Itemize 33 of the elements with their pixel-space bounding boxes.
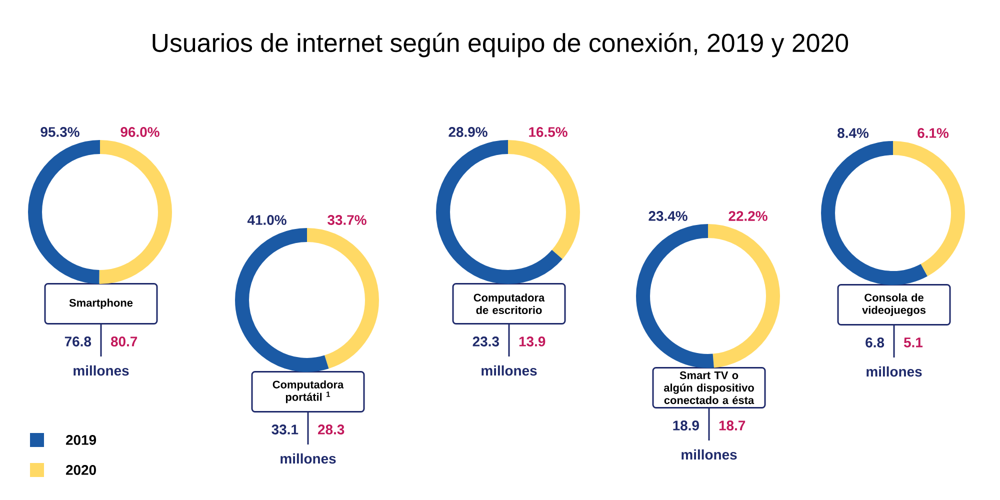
category-label: Smartphone (69, 298, 133, 309)
data-label: 16.5% (529, 127, 568, 137)
data-label: 28.9% (448, 127, 488, 137)
data-label: 33.1 (272, 424, 298, 434)
data-label: 8.4% (838, 128, 869, 138)
text: millones (866, 366, 922, 377)
data-label: 6.8 (866, 338, 884, 348)
text: millones (280, 453, 336, 464)
text: millones (682, 449, 737, 460)
text: Usuarios de internet según equipo de conexión, 2019 y 2020 (152, 32, 848, 58)
data-label: 95.3% (40, 127, 80, 137)
legend-label: 2020 (66, 465, 96, 475)
category-label: Smart TV o algún dispositivo conectado a ésta (664, 371, 754, 404)
data-label: 5.1 (904, 338, 923, 348)
data-label: 23.3 (472, 336, 499, 346)
data-label: 76.8 (64, 336, 92, 346)
data-label: 41.0% (247, 215, 286, 225)
data-label: 22.2% (728, 211, 768, 221)
data-label: 18.7 (719, 420, 746, 430)
data-label: 80.7 (110, 336, 138, 346)
legend-label: 2019 (66, 435, 96, 445)
data-label: 33.7% (328, 215, 366, 225)
data-label: 96.0% (120, 127, 160, 137)
category-label: Computadora de escritorio (474, 294, 545, 314)
text: millones (482, 365, 537, 376)
text: millones (74, 365, 129, 376)
data-label: 13.9 (519, 336, 546, 346)
data-label: 6.1% (918, 128, 949, 138)
category-label: Computadora portátil $^{1}$ (272, 380, 344, 404)
category-label: Consola de videojuegos (862, 293, 926, 316)
data-label: 18.9 (673, 420, 699, 430)
data-label: 28.3 (318, 424, 344, 434)
data-label: 23.4% (648, 211, 688, 221)
